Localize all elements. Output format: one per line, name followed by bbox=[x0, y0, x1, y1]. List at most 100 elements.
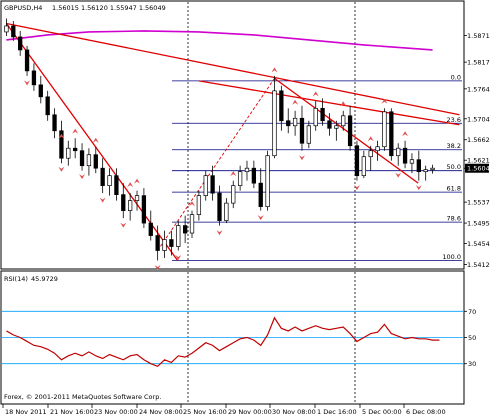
trendlines bbox=[5, 22, 460, 261]
candle-body bbox=[217, 192, 222, 221]
candle-body bbox=[313, 107, 318, 127]
candle bbox=[396, 143, 401, 166]
candle bbox=[162, 230, 167, 259]
candle-body bbox=[45, 96, 50, 116]
price-tick-label: 1.57040 bbox=[467, 115, 490, 123]
fractal-down-arrow bbox=[79, 174, 86, 180]
price-tick-label: 1.58710 bbox=[467, 32, 490, 40]
fractal-down-arrow bbox=[257, 215, 264, 221]
candle bbox=[128, 193, 133, 221]
fractal-up-arrow bbox=[92, 137, 99, 143]
trendline[interactable] bbox=[198, 80, 460, 126]
candle-body bbox=[24, 49, 30, 72]
candle bbox=[251, 160, 257, 189]
rsi-level-label: 30 bbox=[468, 360, 476, 368]
candle-body bbox=[169, 239, 174, 247]
candle-body bbox=[286, 120, 291, 127]
candle-body bbox=[59, 130, 64, 159]
candle-body bbox=[176, 225, 181, 247]
fractal-up-arrow bbox=[189, 201, 196, 207]
candle-body bbox=[354, 145, 360, 177]
candle-body bbox=[121, 194, 126, 211]
candle bbox=[189, 210, 195, 239]
fib-level-label: 0.0 bbox=[451, 73, 461, 81]
candle-body bbox=[237, 171, 243, 187]
candle-body bbox=[341, 115, 346, 127]
fractal-up-arrow bbox=[381, 98, 388, 104]
candle-body bbox=[38, 84, 43, 98]
price-tick-label: 1.58175 bbox=[467, 59, 490, 67]
candle bbox=[361, 150, 366, 179]
candle bbox=[73, 138, 78, 159]
candle bbox=[4, 18, 9, 36]
candle bbox=[299, 105, 305, 151]
candle bbox=[368, 145, 373, 171]
candle bbox=[24, 45, 30, 76]
candle-body bbox=[155, 235, 160, 251]
price-tick-label: 1.54540 bbox=[467, 240, 490, 248]
main-chart-frame bbox=[0, 0, 465, 270]
candle bbox=[334, 120, 339, 141]
fractal-up-arrow bbox=[402, 131, 409, 137]
price-tick-label: 1.55370 bbox=[467, 199, 490, 207]
candle bbox=[237, 165, 243, 191]
candle bbox=[265, 150, 270, 211]
fractal-up-arrow bbox=[72, 128, 79, 134]
candle-body bbox=[107, 175, 112, 187]
candle bbox=[79, 143, 85, 171]
candle bbox=[306, 120, 311, 149]
fib-level-label: 50.0 bbox=[447, 163, 461, 171]
price-tick-label: 1.54120 bbox=[467, 261, 490, 269]
fractal-up-arrow bbox=[292, 99, 299, 105]
candle bbox=[196, 190, 202, 221]
candle bbox=[416, 150, 421, 181]
candle-body bbox=[292, 117, 298, 127]
candle bbox=[231, 180, 236, 209]
candle bbox=[107, 168, 112, 196]
candle-body bbox=[402, 147, 408, 164]
fractal-down-arrow bbox=[216, 230, 223, 236]
candle bbox=[203, 170, 208, 201]
fib-level-label: 78.6 bbox=[447, 215, 461, 223]
candle-body bbox=[251, 167, 257, 184]
trendline[interactable] bbox=[6, 22, 460, 116]
candle-body bbox=[66, 147, 71, 159]
candle bbox=[176, 220, 181, 251]
candle-body bbox=[162, 239, 167, 251]
candle bbox=[402, 140, 408, 169]
fractal-down-arrow bbox=[99, 197, 106, 203]
fractal-down-arrow bbox=[120, 222, 127, 228]
candle bbox=[382, 108, 387, 151]
candle-body bbox=[423, 169, 428, 173]
price-tick-label: 1.57640 bbox=[467, 85, 490, 93]
candle-body bbox=[334, 125, 339, 129]
time-tick-label: 30 Nov 08:00 bbox=[272, 408, 316, 416]
candle-body bbox=[409, 159, 415, 164]
candle bbox=[286, 108, 291, 134]
candle-body bbox=[272, 90, 277, 157]
candle-body bbox=[18, 36, 23, 51]
candle-body bbox=[389, 111, 394, 157]
candle bbox=[423, 165, 428, 181]
candle-body bbox=[79, 150, 85, 167]
rsi-indicator: 70 50 30 bbox=[2, 308, 476, 368]
candle bbox=[45, 90, 50, 121]
rsi-level-label: 50 bbox=[468, 334, 476, 342]
fractal-down-arrow bbox=[175, 255, 182, 261]
candle bbox=[11, 20, 16, 41]
candle-body bbox=[396, 147, 401, 157]
rsi-value-label: 45.9729 bbox=[31, 275, 58, 283]
candle bbox=[148, 210, 153, 241]
candle bbox=[182, 215, 188, 244]
trendline[interactable] bbox=[274, 77, 419, 184]
time-tick-label: 25 Nov 16:00 bbox=[183, 408, 227, 416]
time-tick-label: 23 Nov 00:00 bbox=[94, 408, 138, 416]
candle-body bbox=[93, 154, 98, 169]
trendline[interactable] bbox=[5, 23, 179, 261]
time-tick-label: 29 Nov 00:00 bbox=[228, 408, 272, 416]
fractal-up-arrow bbox=[127, 182, 134, 188]
candles bbox=[4, 18, 435, 261]
fractal-up-arrow bbox=[58, 133, 65, 139]
fib-level-label: 23.6 bbox=[447, 116, 461, 124]
